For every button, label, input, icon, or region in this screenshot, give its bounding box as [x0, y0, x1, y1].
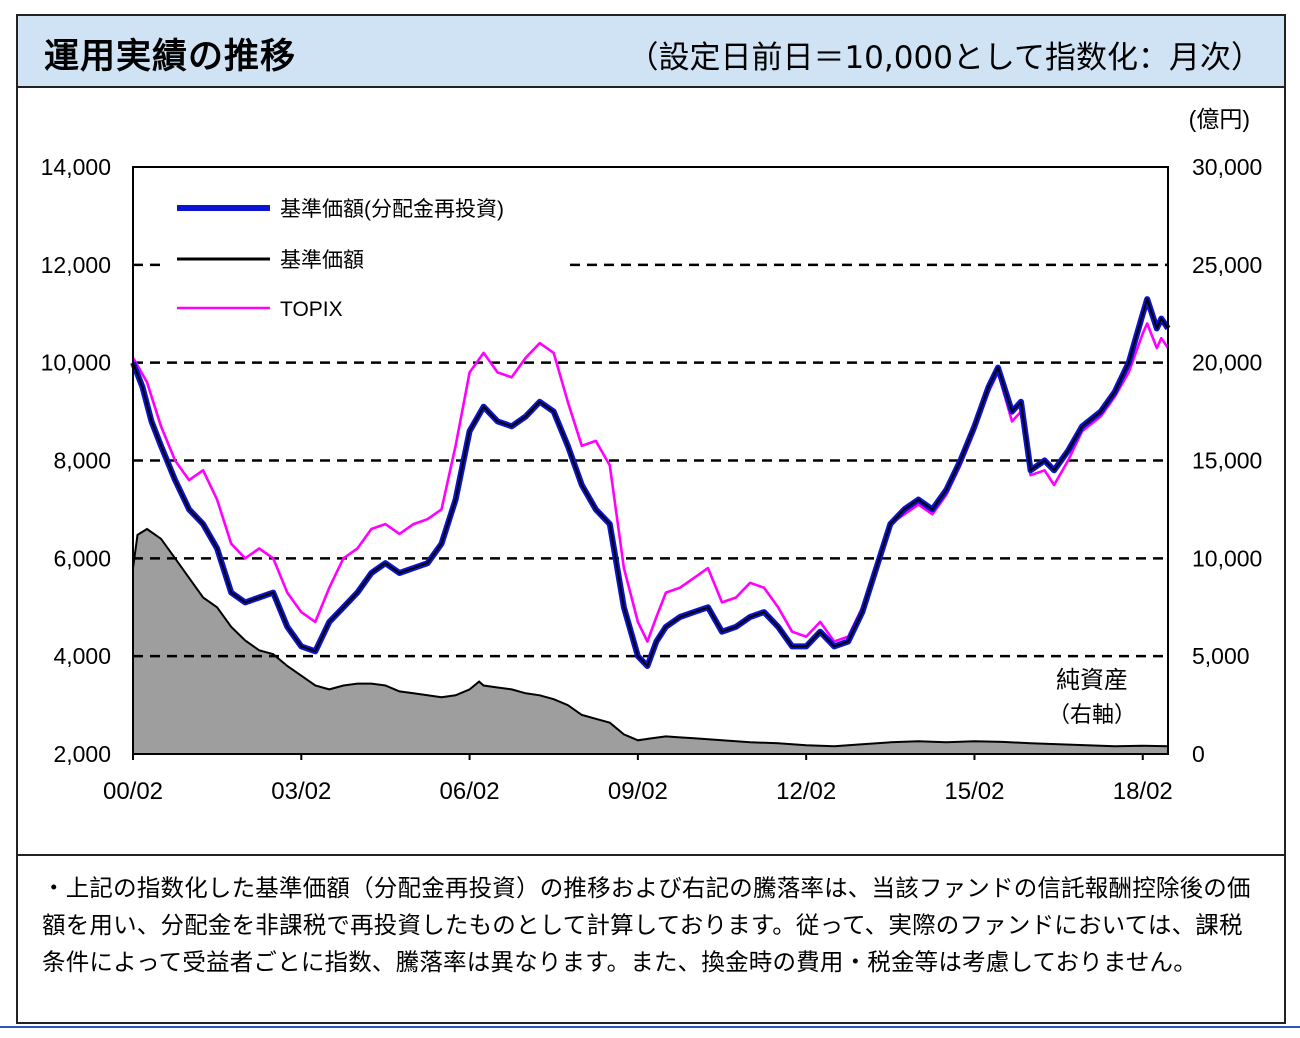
y-right-tick-label: 0 — [1192, 741, 1205, 767]
x-tick-label: 12/02 — [776, 778, 836, 805]
topix-line — [130, 296, 1171, 669]
plot-frame — [132, 166, 1169, 755]
chart-panel: 運用実績の推移 （設定日前日＝10,000として指数化：月次） ・上記の指数化し… — [16, 14, 1286, 1024]
nav-reinvested-line — [132, 298, 1169, 667]
footnote-box: ・上記の指数化した基準価額（分配金再投資）の推移および右記の騰落率は、当該ファン… — [18, 854, 1284, 1024]
y-left-tick-label: 4,000 — [53, 643, 111, 669]
y-right-tick-label: 10,000 — [1192, 545, 1262, 571]
chart-subtitle: （設定日前日＝10,000として指数化：月次） — [627, 40, 1262, 76]
net-assets-area — [132, 527, 1169, 755]
legend-topix-bg — [170, 286, 560, 326]
chart-title: 運用実績の推移 — [44, 37, 297, 77]
nav-line — [131, 322, 1170, 643]
net-assets-annotation: 純資産 — [1056, 667, 1128, 694]
legend-nav-bg — [170, 237, 560, 277]
y-left-tick-label: 2,000 — [53, 741, 111, 767]
y-left-tick-label: 6,000 — [53, 545, 111, 571]
right-axis-annotation: （右軸） — [1048, 702, 1136, 727]
x-tick-label: 00/02 — [103, 778, 163, 805]
x-tick-label: 06/02 — [440, 778, 500, 805]
y-right-tick-label: 20,000 — [1192, 350, 1262, 376]
y-left-tick-label: 12,000 — [41, 252, 111, 278]
x-tick-label: 03/02 — [271, 778, 331, 805]
bottom-rule — [0, 1026, 1300, 1028]
y-right-unit: (億円) — [1189, 106, 1250, 132]
chart-svg: 2,000 4,000 6,000 8,000 10,000 12,000 14,000 0 5… — [41, 106, 1263, 805]
x-tick-label: 15/02 — [944, 778, 1004, 805]
y-right-tick-label: 25,000 — [1192, 252, 1262, 278]
chart-header: 運用実績の推移 （設定日前日＝10,000として指数化：月次） — [18, 16, 1284, 88]
legend-nav-reinvested-label: 基準価額(分配金再投資) — [280, 198, 504, 221]
legend-topix-label: TOPIX — [280, 298, 343, 321]
y-left-tick-label: 8,000 — [53, 448, 111, 474]
x-tick-label: 18/02 — [1113, 778, 1173, 805]
y-left-tick-label: 10,000 — [41, 350, 111, 376]
footnote-text: ・上記の指数化した基準価額（分配金再投資）の推移および右記の騰落率は、当該ファン… — [42, 874, 1251, 976]
y-right-tick-label: 5,000 — [1192, 643, 1250, 669]
y-right-tick-label: 30,000 — [1192, 154, 1262, 180]
y-right-tick-label: 15,000 — [1192, 448, 1262, 474]
legend-nav-label: 基準価額 — [280, 249, 364, 272]
x-tick-label: 09/02 — [608, 778, 668, 805]
y-left-tick-label: 14,000 — [41, 154, 111, 180]
